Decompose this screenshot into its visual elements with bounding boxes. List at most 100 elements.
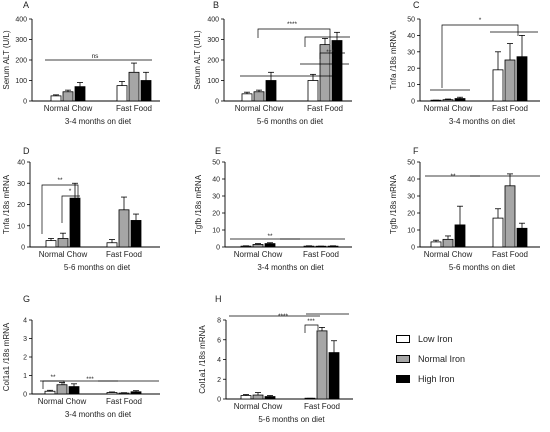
panel-d-bar-0-0 xyxy=(45,240,57,248)
panel-e-bar-1-0 xyxy=(303,245,315,248)
panel-f-bar-1-2 xyxy=(516,227,528,248)
panel-b-sig-bracket-2 xyxy=(319,52,345,59)
panel-f-bar-1-1 xyxy=(504,185,516,248)
panel-e-ytick-label-4: 40 xyxy=(212,177,220,184)
panel-c-bar-1-1 xyxy=(504,59,516,102)
panel-f-bar-1-0 xyxy=(492,217,504,248)
panel-b-bar-0-0 xyxy=(241,93,253,102)
panel-g-sig-label-1: *** xyxy=(86,376,94,383)
panel-d-ytick-label-2: 20 xyxy=(17,202,25,209)
panel-h-sig-label-1: *** xyxy=(307,318,315,325)
panel-f-xlabel: 5-6 months on diet xyxy=(449,263,516,272)
panel-a-xtick-label-0: Normal Chow xyxy=(44,104,93,113)
panel-g-xtick-label-0: Normal Chow xyxy=(38,397,87,406)
panel-g-ylabel: Col1a1 /18s mRNA xyxy=(2,322,11,391)
panel-g-ytick-label-0: 0 xyxy=(23,392,27,399)
panel-a-bar-1-2 xyxy=(140,80,152,102)
panel-f-bar-0-0 xyxy=(430,241,442,248)
panel-h-ylabel: Col1a1 /18s mRNA xyxy=(198,325,207,394)
panel-b-sig-bracket-0 xyxy=(257,28,331,44)
panel-d-sig-label-0: ** xyxy=(57,177,63,184)
panel-e-sig-label-0: ** xyxy=(267,233,273,240)
panel-f-bar-0-2 xyxy=(454,224,466,248)
panel-d-bar-1-1 xyxy=(118,209,130,248)
legend-label-normal-iron: Normal Iron xyxy=(418,354,466,364)
panel-g-ytick-label-1: 1 xyxy=(23,373,27,380)
panel-c-ytick-label-5: 50 xyxy=(407,17,415,24)
panel-f-ytick-label-0: 0 xyxy=(411,245,415,252)
panel-c-ytick-label-4: 40 xyxy=(407,33,415,40)
panel-a-bar-0-0 xyxy=(50,95,62,102)
panel-e-ytick-label-5: 50 xyxy=(212,160,220,167)
panel-d-ytick-label-1: 10 xyxy=(17,223,25,230)
panel-h: H 0 2 4 6 8 Col1a1 /18s mRNA Normal Chow Fast Fo… xyxy=(198,294,353,424)
panel-b-ytick-label-3: 300 xyxy=(207,37,219,44)
panel-g-xtick-label-1: Fast Food xyxy=(106,397,142,406)
panel-a-label: A xyxy=(23,0,29,10)
panel-b-ylabel: Serum ALT (U/L) xyxy=(193,30,202,90)
panel-e-ytick-label-0: 0 xyxy=(216,245,220,252)
panel-f-xtick-label-1: Fast Food xyxy=(492,250,528,259)
panel-b-bar-0-2 xyxy=(265,80,277,102)
panel-d-label: D xyxy=(23,146,30,156)
panel-d-ylabel: Tnfa /18s mRNA xyxy=(2,174,11,234)
panel-a-bar-1-1 xyxy=(128,71,140,102)
panel-b-sig-label-1: *** xyxy=(326,49,334,56)
panel-g-bar-0-1 xyxy=(56,384,68,395)
panel-h-ytick-label-2: 4 xyxy=(217,357,221,364)
panel-c-bar-0-1 xyxy=(442,99,454,102)
panel-b-sig-bracket-1 xyxy=(304,36,350,47)
panel-b-xtick-label-1: Fast Food xyxy=(307,104,343,113)
panel-f: F 0 10 20 30 40 50 Tgfb /18s mRNA Normal Chow Fas… xyxy=(389,146,540,272)
panel-e-bar-0-2 xyxy=(264,243,276,248)
panel-g-ytick-label-3: 3 xyxy=(23,336,27,343)
panel-f-bar-0-1 xyxy=(442,238,454,248)
panel-b-sig-label-0: **** xyxy=(287,21,298,28)
panel-a: A 0 100 200 300 400 Serum ALT (U/L) Normal Chow… xyxy=(2,0,160,126)
panel-h-ytick-label-0: 0 xyxy=(217,397,221,404)
panel-d-sig-bracket-1 xyxy=(61,195,80,223)
panel-e: E 0 10 20 30 40 50 Tgfb /18s mRNA Normal Chow Fas… xyxy=(194,146,352,272)
panel-a-sig-label-0: ns xyxy=(92,53,100,60)
panel-e-bar-0-0 xyxy=(240,245,252,248)
panel-b-bar-1-0 xyxy=(307,80,319,102)
panel-e-bar-0-1 xyxy=(252,244,264,248)
panel-b-ytick-label-2: 200 xyxy=(207,58,219,65)
panel-c-xlabel: 3-4 months on diet xyxy=(449,117,516,126)
panel-h-ytick-label-1: 2 xyxy=(217,377,221,384)
panel-c-ytick-label-0: 0 xyxy=(411,99,415,106)
panel-b-xtick-label-0: Normal Chow xyxy=(235,104,284,113)
panel-b-ytick-label-1: 100 xyxy=(207,78,219,85)
panel-d-ytick-label-0: 0 xyxy=(21,245,25,252)
panel-e-ytick-label-1: 10 xyxy=(212,228,220,235)
legend-item-normal-iron: Normal Iron xyxy=(396,349,546,369)
legend-swatch-low-iron xyxy=(396,335,410,343)
panel-f-ytick-label-5: 50 xyxy=(407,160,415,167)
panel-a-ytick-label-4: 400 xyxy=(15,17,27,24)
legend-swatch-normal-iron xyxy=(396,355,410,363)
legend-item-low-iron: Low Iron xyxy=(396,329,546,349)
panel-f-ytick-label-3: 30 xyxy=(407,194,415,201)
panel-b-xlabel: 5-6 months on diet xyxy=(257,117,324,126)
panel-c-sig-bracket-0 xyxy=(441,24,519,88)
legend: Low Iron Normal Iron High Iron xyxy=(396,329,546,389)
panel-f-sig-label-0: ** xyxy=(450,173,456,180)
panel-g-bar-1-0 xyxy=(106,392,118,395)
panel-c-ytick-label-3: 30 xyxy=(407,49,415,56)
panel-e-xtick-label-1: Fast Food xyxy=(303,250,339,259)
panel-d-sig-label-1: * xyxy=(69,188,72,195)
panel-a-bar-0-1 xyxy=(62,91,74,102)
panel-a-bar-0-2 xyxy=(74,86,86,102)
panel-a-ytick-label-2: 200 xyxy=(15,58,27,65)
panel-g-bar-0-0 xyxy=(44,390,56,395)
panel-g: G 0 1 2 3 4 Col1a1 /18s mRNA Normal Chow Fast Fo… xyxy=(2,294,160,419)
panel-g-xlabel: 3-4 months on diet xyxy=(65,410,132,419)
panel-g-ytick-label-2: 2 xyxy=(23,355,27,362)
panel-d-bar-1-0 xyxy=(106,242,118,248)
panel-c-bar-0-2 xyxy=(454,98,466,102)
panel-c-xtick-label-0: Normal Chow xyxy=(424,104,473,113)
panel-h-bar-0-0 xyxy=(240,395,252,400)
panel-e-bar-1-2 xyxy=(327,245,339,248)
panel-h-bar-1-1 xyxy=(316,330,328,400)
